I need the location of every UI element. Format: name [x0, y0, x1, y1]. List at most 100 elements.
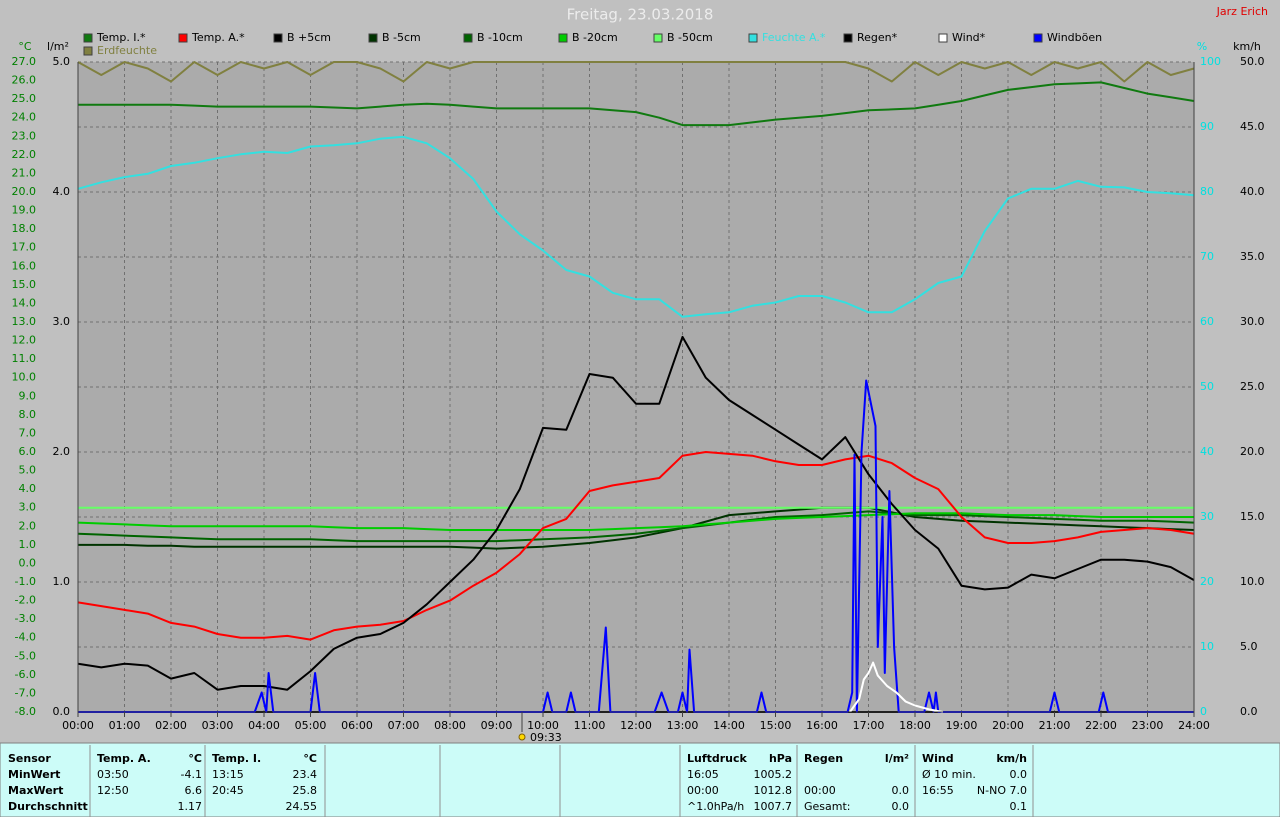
column-title: Regen — [804, 752, 843, 765]
legend-swatch — [273, 33, 283, 43]
sunrise-label: 09:33 — [530, 731, 562, 744]
author: Jarz Erich — [1216, 5, 1268, 18]
series-line — [77, 451, 1195, 641]
y-tick-label: -3.0 — [15, 612, 36, 625]
y-tick-label: 14.0 — [12, 296, 37, 309]
y-tick-label: 22.0 — [12, 148, 37, 161]
y4-tick-label: 15.0 — [1240, 510, 1265, 523]
legend-label: Erdfeuchte — [97, 44, 157, 57]
y-tick-label: 6.0 — [19, 445, 37, 458]
cell-value: 1005.2 — [754, 768, 793, 781]
cell-value: 23.4 — [293, 768, 318, 781]
y3-tick-label: 20 — [1200, 575, 1214, 588]
x-tick-label: 17:00 — [853, 719, 885, 732]
cell-value: N-NO 7.0 — [977, 784, 1027, 797]
series-line — [77, 510, 1195, 543]
summary-table: Sensor MinWert MaxWert Durchschnitt Temp. A.… — [8, 745, 1034, 817]
y-tick-label: 20.0 — [12, 185, 37, 198]
y-tick-label: 2.0 — [19, 519, 37, 532]
cell-time: 00:00 — [687, 784, 719, 797]
y-tick-label: -8.0 — [15, 705, 36, 718]
y4-tick-label: 30.0 — [1240, 315, 1265, 328]
series-line — [78, 81, 1195, 127]
legend-label: Feuchte A.* — [762, 31, 826, 44]
y2-tick-label: 4.0 — [53, 185, 71, 198]
row-label: Durchschnitt — [8, 800, 88, 813]
legend-swatch — [83, 46, 93, 56]
y-tick-label: 13.0 — [12, 315, 37, 328]
cell-time: 16:05 — [687, 768, 719, 781]
cell-time: 12:50 — [97, 784, 129, 797]
y4-axis-unit: km/h — [1233, 40, 1261, 53]
y3-tick-label: 0 — [1200, 705, 1207, 718]
legend-swatch — [463, 33, 473, 43]
legend-swatch — [178, 33, 188, 43]
y-tick-label: -1.0 — [15, 575, 36, 588]
column-title: Temp. A. — [97, 752, 151, 765]
y2-tick-label: 3.0 — [53, 315, 71, 328]
y-tick-label: 26.0 — [12, 74, 37, 87]
y-tick-label: 24.0 — [12, 111, 37, 124]
series-line — [78, 506, 1195, 550]
column-unit: °C — [188, 752, 202, 765]
cell-time: 16:55 — [922, 784, 954, 797]
series-line — [77, 512, 1194, 531]
y3-tick-label: 80 — [1200, 185, 1214, 198]
y2-tick-label: 0.0 — [53, 705, 71, 718]
column-unit: hPa — [769, 752, 792, 765]
y-tick-label: 1.0 — [19, 538, 37, 551]
x-tick-label: 05:00 — [295, 719, 327, 732]
cell-value: 0.0 — [1010, 768, 1028, 781]
y2-axis-unit: l/m² — [47, 40, 69, 53]
y4-tick-label: 40.0 — [1240, 185, 1265, 198]
cell-value: 0.1 — [1010, 800, 1028, 813]
legend-label: Windböen — [1047, 31, 1102, 44]
cell-time: 03:50 — [97, 768, 129, 781]
y-tick-label: 23.0 — [12, 129, 37, 142]
row-label: MaxWert — [8, 784, 63, 797]
legend-label: B -20cm — [572, 31, 618, 44]
y4-tick-label: 35.0 — [1240, 250, 1265, 263]
y4-tick-label: 0.0 — [1240, 705, 1258, 718]
x-tick-label: 02:00 — [155, 719, 187, 732]
legend-swatch — [748, 33, 758, 43]
column-title: Temp. I. — [212, 752, 261, 765]
cell-time: Ø 10 min. — [922, 768, 976, 781]
x-tick-label: 04:00 — [248, 719, 280, 732]
x-tick-label: 11:00 — [574, 719, 606, 732]
y3-tick-label: 60 — [1200, 315, 1214, 328]
column-title: Wind — [922, 752, 954, 765]
y-tick-label: 10.0 — [12, 371, 37, 384]
plot — [77, 61, 1195, 713]
y-tick-label: 17.0 — [12, 241, 37, 254]
x-tick-label: 13:00 — [667, 719, 699, 732]
y-tick-label: 19.0 — [12, 204, 37, 217]
x-tick-label: 00:00 — [62, 719, 94, 732]
cell-value: 24.55 — [286, 800, 318, 813]
cell-time: Gesamt: — [804, 800, 851, 813]
y-tick-label: -2.0 — [15, 594, 36, 607]
x-tick-label: 07:00 — [388, 719, 420, 732]
x-tick-label: 14:00 — [713, 719, 745, 732]
x-tick-label: 21:00 — [1039, 719, 1071, 732]
legend-label: Temp. A.* — [191, 31, 245, 44]
y2-tick-label: 2.0 — [53, 445, 71, 458]
y-tick-label: 0.0 — [19, 556, 37, 569]
y3-tick-label: 40 — [1200, 445, 1214, 458]
y4-tick-label: 45.0 — [1240, 120, 1265, 133]
cell-value: 0.0 — [892, 784, 910, 797]
y-tick-label: -5.0 — [15, 649, 36, 662]
y2-tick-label: 5.0 — [53, 55, 71, 68]
x-tick-label: 19:00 — [946, 719, 978, 732]
y-tick-label: 9.0 — [19, 389, 37, 402]
y4-tick-label: 20.0 — [1240, 445, 1265, 458]
y-axis-unit: °C — [18, 40, 32, 53]
cell-value: 6.6 — [185, 784, 203, 797]
y-tick-label: 5.0 — [19, 464, 37, 477]
cell-value: 1.17 — [178, 800, 203, 813]
x-tick-label: 20:00 — [992, 719, 1024, 732]
column-unit: km/h — [996, 752, 1027, 765]
legend-label: Regen* — [857, 31, 898, 44]
x-tick-label: 01:00 — [109, 719, 141, 732]
